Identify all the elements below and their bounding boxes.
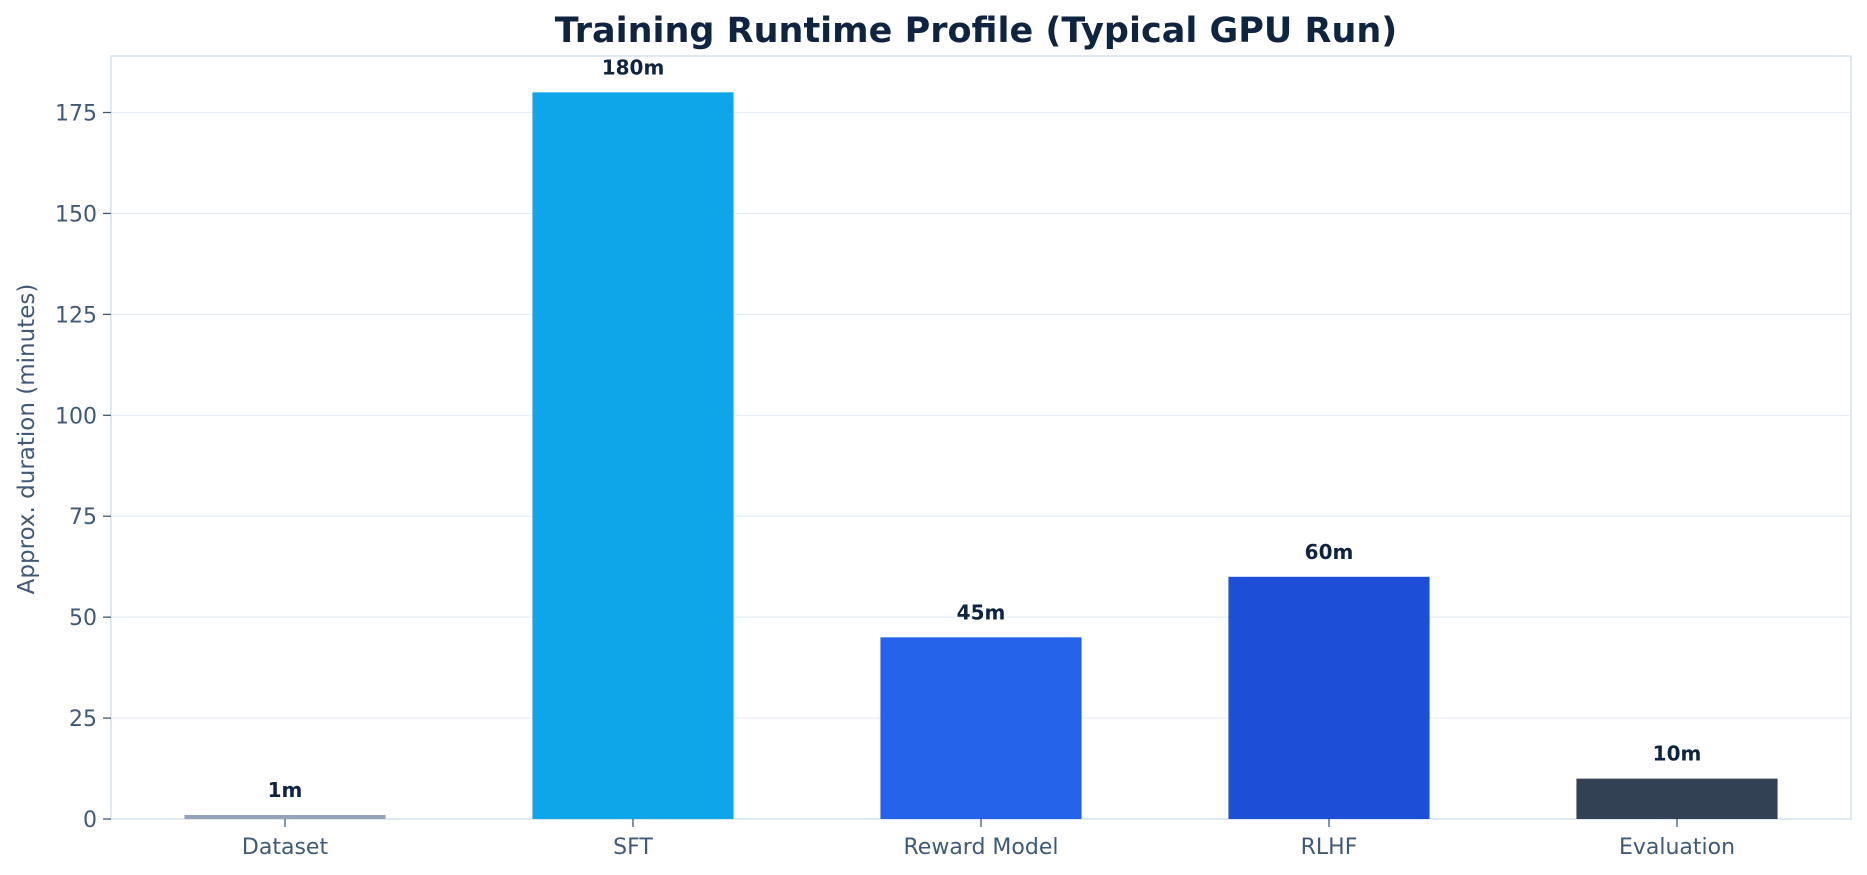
chart-title: Training Runtime Profile (Typical GPU Ru… (555, 11, 1398, 51)
y-axis-label: Approx. duration (minutes) (14, 284, 40, 595)
y-tick-label: 25 (69, 707, 97, 732)
y-tick-label: 100 (55, 404, 97, 429)
bar-rlhf (1228, 576, 1430, 819)
y-tick-label: 50 (69, 606, 97, 631)
y-tick-label: 75 (69, 505, 97, 530)
y-tick-label: 175 (55, 102, 97, 127)
x-tick-label: Dataset (242, 835, 329, 860)
bar-data-label: 1m (268, 778, 303, 802)
y-tick-label: 125 (55, 303, 97, 328)
bar-data-label: 45m (957, 600, 1006, 624)
x-tick-label: RLHF (1301, 835, 1358, 860)
bar-evaluation (1576, 778, 1778, 819)
bar-reward-model (880, 637, 1082, 819)
plot-area: 0 25 50 75 100 125 150 175 1m Dataset 180m SFT 45m Re… (55, 55, 1852, 860)
x-tick-label: Reward Model (904, 835, 1059, 860)
x-tick-label: Evaluation (1619, 835, 1735, 860)
bar-data-label: 180m (602, 55, 665, 79)
bar-data-label: 60m (1305, 540, 1354, 564)
y-tick-label: 150 (55, 202, 97, 227)
x-tick-label: SFT (613, 835, 653, 860)
bar-dataset (184, 814, 386, 819)
bar-data-label: 10m (1653, 742, 1702, 766)
y-tick-label: 0 (83, 808, 97, 833)
bar-sft (532, 92, 734, 820)
